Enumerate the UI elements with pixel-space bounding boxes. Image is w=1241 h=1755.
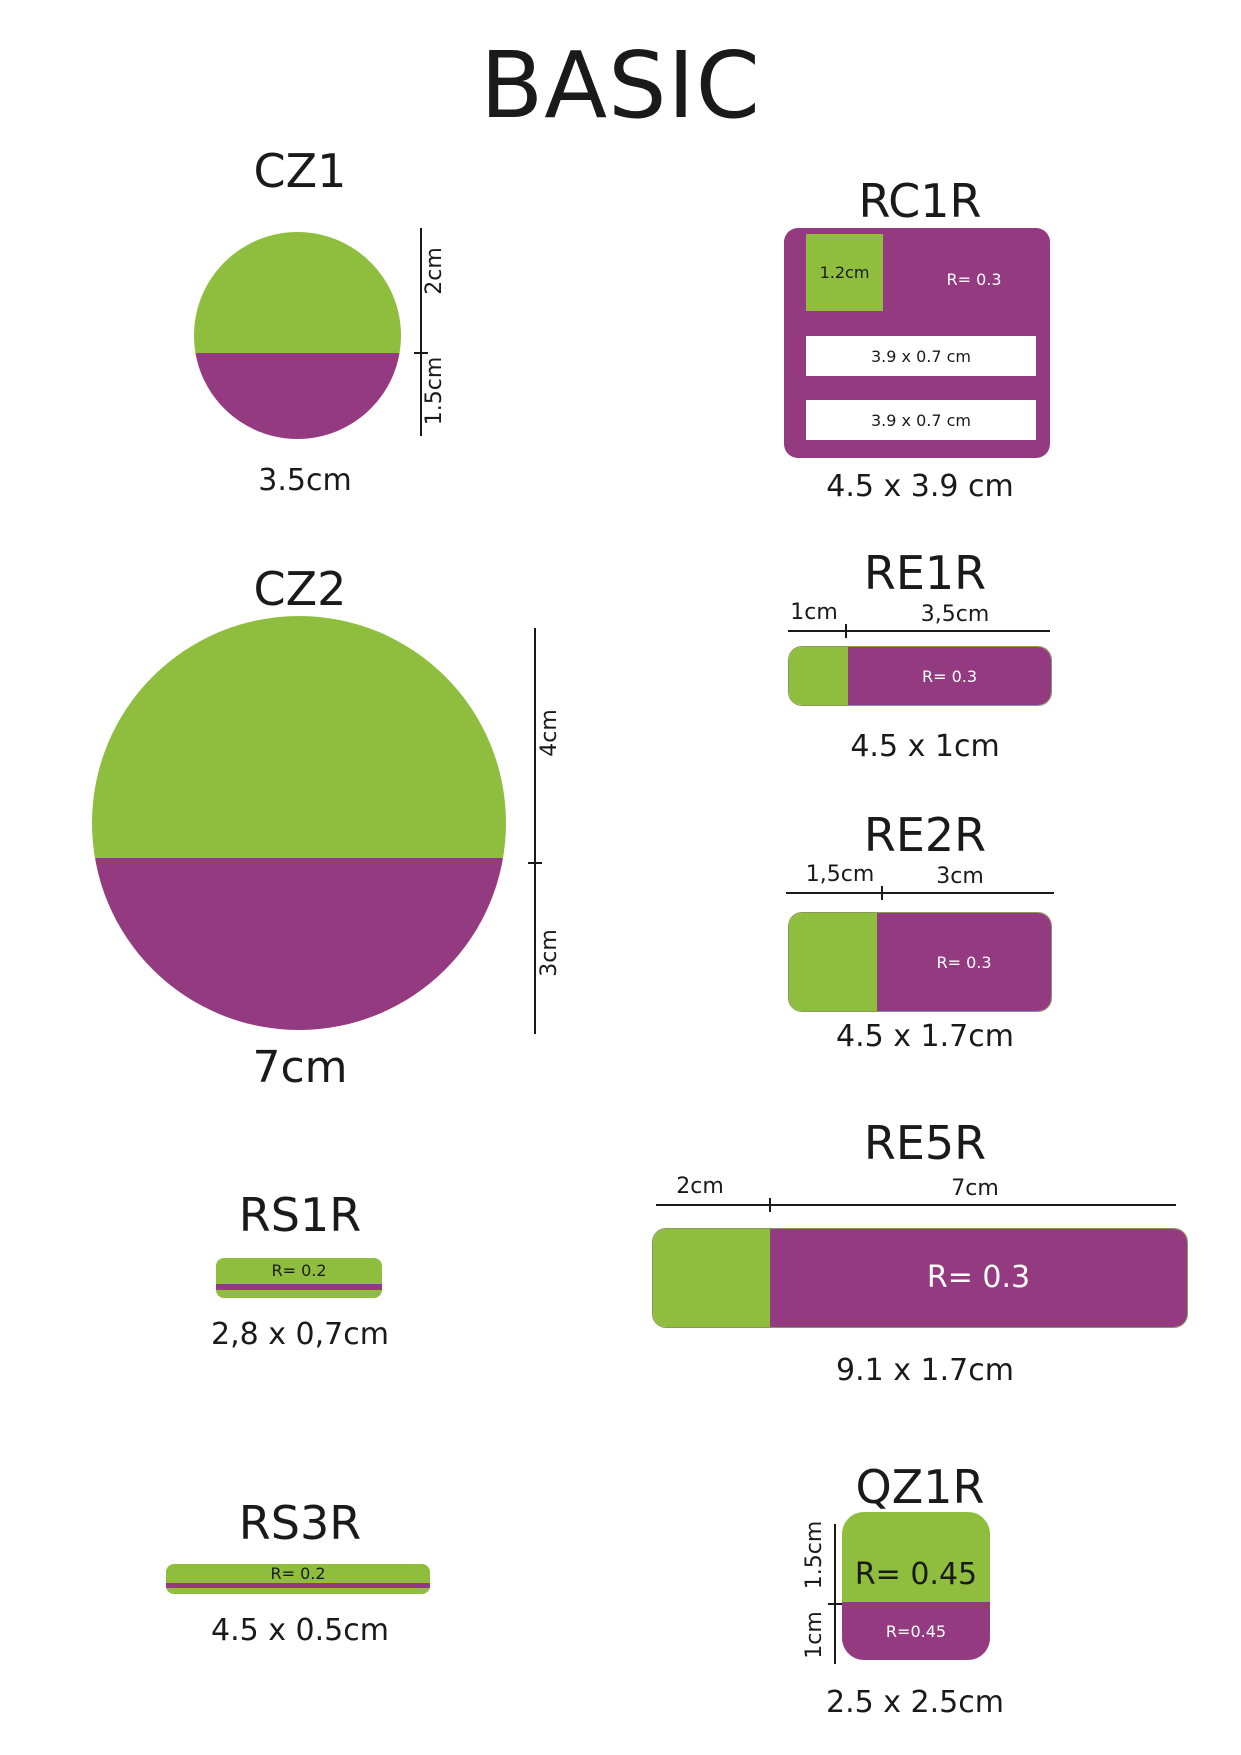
re5r-name: RE5R [863, 1116, 987, 1170]
re2r-purple-segment: R= 0.3 [877, 913, 1051, 1011]
re2r-green-segment [789, 913, 877, 1011]
re2r-dimension-line [786, 892, 1054, 894]
re5r-purple-segment: R= 0.3 [770, 1229, 1187, 1327]
cz1-name: CZ1 [253, 144, 347, 198]
rs1r-radius-label: R= 0.2 [271, 1261, 327, 1280]
rc1r-size: 4.5 x 3.9 cm [826, 469, 1014, 504]
cz2-green-segment [92, 616, 506, 858]
cz1-green-segment [194, 232, 401, 353]
re1r-name: RE1R [863, 546, 987, 600]
re5r-size: 9.1 x 1.7cm [836, 1353, 1014, 1388]
cz2-size: 7cm [252, 1042, 348, 1093]
re2r-radius-label: R= 0.3 [936, 953, 992, 972]
rs3r-shape: R= 0.2 [166, 1564, 430, 1594]
re5r-left-label: 2cm [676, 1174, 724, 1199]
re2r-dimension-tick [881, 886, 883, 900]
re1r-size: 4.5 x 1cm [850, 729, 1000, 764]
rs3r-name: RS3R [238, 1496, 362, 1550]
cz1-purple-segment [194, 353, 401, 439]
rc1r-name: RC1R [858, 174, 982, 228]
cz2-purple-segment [92, 858, 506, 1030]
rc1r-bar-2: 3.9 x 0.7 cm [806, 400, 1036, 440]
cz1-top-label: 2cm [422, 247, 447, 295]
page-title: BASIC [480, 32, 761, 139]
re1r-shape: R= 0.3 [788, 646, 1052, 706]
re5r-radius-label: R= 0.3 [926, 1260, 1031, 1295]
cz1-dimension-tick [414, 352, 428, 354]
qz1r-radius-top-label: R= 0.45 [854, 1557, 978, 1592]
rc1r-square-label: 1.2cm [819, 263, 870, 282]
qz1r-purple-segment [842, 1602, 990, 1660]
rs1r-shape: R= 0.2 [216, 1258, 382, 1298]
re2r-shape: R= 0.3 [788, 912, 1052, 1012]
re1r-dimension-tick [845, 624, 847, 638]
rs1r-size: 2,8 x 0,7cm [211, 1317, 389, 1352]
rc1r-bar-1: 3.9 x 0.7 cm [806, 336, 1036, 376]
cz2-dimension-line [534, 628, 536, 1034]
re5r-dimension-line [656, 1204, 1176, 1206]
cz1-bottom-label: 1.5cm [422, 356, 447, 426]
re1r-dimension-line [788, 630, 1050, 632]
re2r-right-label: 3cm [936, 864, 984, 889]
qz1r-name: QZ1R [855, 1460, 985, 1514]
re1r-left-label: 1cm [790, 600, 838, 625]
qz1r-top-label: 1.5cm [802, 1520, 827, 1590]
rc1r-green-square [806, 234, 883, 311]
qz1r-radius-bottom-label: R=0.45 [885, 1622, 947, 1641]
rs3r-size: 4.5 x 0.5cm [211, 1613, 389, 1648]
rs3r-purple-segment [166, 1583, 430, 1588]
cz1-dimension-line [420, 228, 422, 436]
qz1r-dimension-line [834, 1524, 836, 1664]
re2r-size: 4.5 x 1.7cm [836, 1019, 1014, 1054]
re1r-right-label: 3,5cm [920, 602, 990, 627]
qz1r-shape: R= 0.45 R=0.45 [842, 1512, 990, 1660]
cz2-bottom-label: 3cm [537, 929, 562, 977]
rs1r-name: RS1R [238, 1188, 362, 1242]
cz1-size: 3.5cm [258, 463, 352, 498]
re2r-name: RE2R [863, 808, 987, 862]
re5r-shape: R= 0.3 [652, 1228, 1188, 1328]
rs1r-purple-segment [216, 1284, 382, 1290]
qz1r-dimension-tick [828, 1603, 842, 1605]
cz2-dimension-tick [528, 862, 542, 864]
cz1-circle [194, 232, 401, 439]
re1r-purple-segment: R= 0.3 [848, 647, 1051, 705]
re2r-left-label: 1,5cm [805, 862, 875, 887]
cz2-name: CZ2 [253, 562, 347, 616]
rs3r-radius-label: R= 0.2 [270, 1564, 326, 1583]
cz2-top-label: 4cm [537, 709, 562, 757]
qz1r-green-segment [842, 1512, 990, 1602]
qz1r-bottom-label: 1cm [802, 1611, 827, 1659]
re5r-right-label: 7cm [951, 1176, 999, 1201]
qz1r-size: 2.5 x 2.5cm [826, 1685, 1004, 1720]
re1r-green-segment [789, 647, 848, 705]
rc1r-shape: 1.2cm R= 0.3 3.9 x 0.7 cm 3.9 x 0.7 cm [784, 228, 1050, 458]
cz2-circle [92, 616, 506, 1030]
re5r-green-segment [653, 1229, 770, 1327]
re5r-dimension-tick [769, 1198, 771, 1212]
rc1r-radius-label: R= 0.3 [946, 270, 1002, 289]
re1r-radius-label: R= 0.3 [921, 667, 978, 686]
